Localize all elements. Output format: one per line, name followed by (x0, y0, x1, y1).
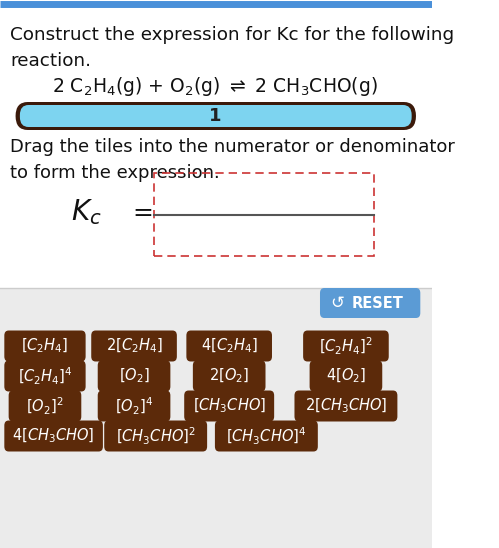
Text: $[C_2H_4]^4$: $[C_2H_4]^4$ (17, 366, 72, 386)
FancyBboxPatch shape (15, 102, 416, 130)
FancyBboxPatch shape (4, 420, 103, 452)
FancyBboxPatch shape (294, 391, 397, 421)
Text: $[C_2H_4]^2$: $[C_2H_4]^2$ (319, 335, 373, 357)
FancyBboxPatch shape (98, 361, 170, 391)
Text: $[O_2]$: $[O_2]$ (119, 367, 149, 385)
FancyBboxPatch shape (303, 330, 389, 362)
Text: $4[CH_3CHO]$: $4[CH_3CHO]$ (12, 427, 95, 445)
Text: Drag the tiles into the numerator or denominator
to form the expression.: Drag the tiles into the numerator or den… (10, 138, 455, 182)
Text: $K_c$: $K_c$ (71, 198, 102, 227)
Text: $[CH_3CHO]^2$: $[CH_3CHO]^2$ (116, 425, 196, 447)
FancyBboxPatch shape (186, 330, 272, 362)
FancyBboxPatch shape (215, 420, 318, 452)
Text: $2[O_2]$: $2[O_2]$ (209, 367, 249, 385)
Text: 2 C$_2$H$_4$(g) + O$_2$(g) $\rightleftharpoons$ 2 CH$_3$CHO(g): 2 C$_2$H$_4$(g) + O$_2$(g) $\rightleftha… (52, 75, 378, 98)
Bar (0, 288, 432, 548)
Text: $4[O_2]$: $4[O_2]$ (326, 367, 366, 385)
FancyBboxPatch shape (91, 330, 177, 362)
FancyBboxPatch shape (20, 105, 412, 127)
Text: $[CH_3CHO]^4$: $[CH_3CHO]^4$ (226, 425, 306, 447)
Text: ↺: ↺ (330, 294, 344, 312)
Text: RESET: RESET (351, 295, 403, 311)
FancyBboxPatch shape (193, 361, 265, 391)
Text: =: = (132, 201, 153, 225)
Text: $[O_2]^4$: $[O_2]^4$ (115, 396, 153, 416)
FancyBboxPatch shape (184, 391, 274, 421)
FancyBboxPatch shape (104, 420, 207, 452)
FancyBboxPatch shape (309, 361, 382, 391)
FancyBboxPatch shape (4, 361, 86, 391)
Text: $[CH_3CHO]$: $[CH_3CHO]$ (193, 397, 266, 415)
Text: Construct the expression for Kc for the following
reaction.: Construct the expression for Kc for the … (10, 26, 455, 70)
FancyBboxPatch shape (98, 391, 170, 421)
Text: $[C_2H_4]$: $[C_2H_4]$ (21, 337, 69, 355)
Text: $4[C_2H_4]$: $4[C_2H_4]$ (201, 337, 257, 355)
FancyBboxPatch shape (8, 391, 81, 421)
Text: $2[C_2H_4]$: $2[C_2H_4]$ (106, 337, 162, 355)
Text: $[O_2]^2$: $[O_2]^2$ (26, 396, 64, 416)
Text: 1: 1 (209, 107, 222, 125)
FancyBboxPatch shape (4, 330, 86, 362)
FancyBboxPatch shape (320, 288, 420, 318)
Text: $2[CH_3CHO]$: $2[CH_3CHO]$ (305, 397, 387, 415)
